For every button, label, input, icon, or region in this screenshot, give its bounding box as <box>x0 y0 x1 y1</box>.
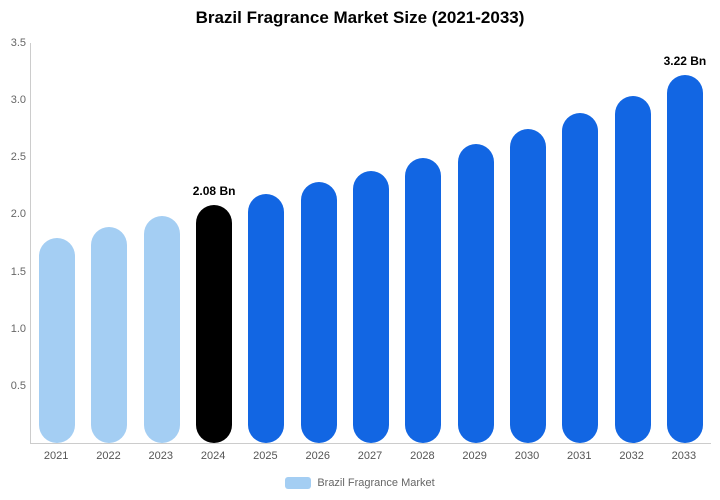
bar-slot <box>345 43 397 443</box>
bar-slot <box>397 43 449 443</box>
x-axis: 2021 2022 2023 2024 2025 2026 2027 2028 2029 2030… <box>30 450 710 462</box>
data-label-2033: 3.22 Bn <box>663 54 707 68</box>
bar-slot <box>136 43 188 443</box>
bar-2032[interactable] <box>614 96 651 443</box>
legend: Brazil Fragrance Market <box>0 477 720 489</box>
y-tick-label: 3.0 <box>10 94 26 107</box>
x-tick-label-2023: 2023 <box>148 450 174 462</box>
y-tick-label: 1.0 <box>10 322 26 335</box>
x-tick-label-2025: 2025 <box>253 450 278 462</box>
x-tick-label-2030: 2030 <box>514 450 540 462</box>
bar-2024[interactable] <box>196 205 233 443</box>
bar-2027[interactable] <box>353 171 390 443</box>
bar-slot <box>83 43 135 443</box>
legend-item[interactable]: Brazil Fragrance Market <box>285 477 435 489</box>
y-tick-label: 3.5 <box>10 37 26 49</box>
bar-2030[interactable] <box>509 129 546 443</box>
x-tick-label-2024: 2024 <box>200 450 226 462</box>
legend-label: Brazil Fragrance Market <box>317 477 435 489</box>
y-tick-label: 2.5 <box>10 151 26 164</box>
bar-2025[interactable] <box>248 194 285 443</box>
y-tick-label: 0.5 <box>10 379 26 392</box>
bar-2022[interactable] <box>91 227 128 443</box>
bar-slot <box>606 43 658 443</box>
bar-slot <box>554 43 606 443</box>
x-tick-label-2029: 2029 <box>462 450 487 462</box>
bar-2026[interactable] <box>300 182 337 443</box>
x-tick-label-2026: 2026 <box>305 450 330 462</box>
bar-slot <box>450 43 502 443</box>
x-tick-label-2021: 2021 <box>43 450 69 462</box>
data-label-2024: 2.08 Bn <box>192 184 236 198</box>
bar-2033[interactable] <box>666 75 703 443</box>
x-tick-label-2033: 2033 <box>671 450 697 462</box>
bar-2023[interactable] <box>143 216 180 443</box>
y-axis: 0.5 1.0 1.5 2.0 2.5 3.0 3.5 <box>0 0 26 500</box>
y-tick-label: 2.0 <box>10 208 26 221</box>
x-tick-label-2027: 2027 <box>357 450 383 462</box>
bar-slot: 3.22 Bn <box>659 43 711 443</box>
bar-2029[interactable] <box>457 144 494 443</box>
bar-slot <box>240 43 292 443</box>
bar-2028[interactable] <box>405 158 442 443</box>
chart-title: Brazil Fragrance Market Size (2021-2033) <box>195 8 525 27</box>
x-tick-label-2022: 2022 <box>96 450 121 462</box>
bar-2031[interactable] <box>562 113 599 443</box>
y-tick-label: 1.5 <box>10 265 26 278</box>
x-tick-label-2028: 2028 <box>410 450 435 462</box>
bar-2021[interactable] <box>39 238 76 443</box>
bar-slot <box>502 43 554 443</box>
x-tick-label-2031: 2031 <box>567 450 592 462</box>
plot-area: 2.08 Bn 3.22 Bn <box>30 43 711 444</box>
bar-series: 2.08 Bn 3.22 Bn <box>31 43 711 443</box>
x-tick-label-2032: 2032 <box>619 450 644 462</box>
bar-slot <box>31 43 83 443</box>
bar-slot: 2.08 Bn <box>188 43 240 443</box>
bar-slot <box>293 43 345 443</box>
legend-marker-icon <box>285 477 312 489</box>
